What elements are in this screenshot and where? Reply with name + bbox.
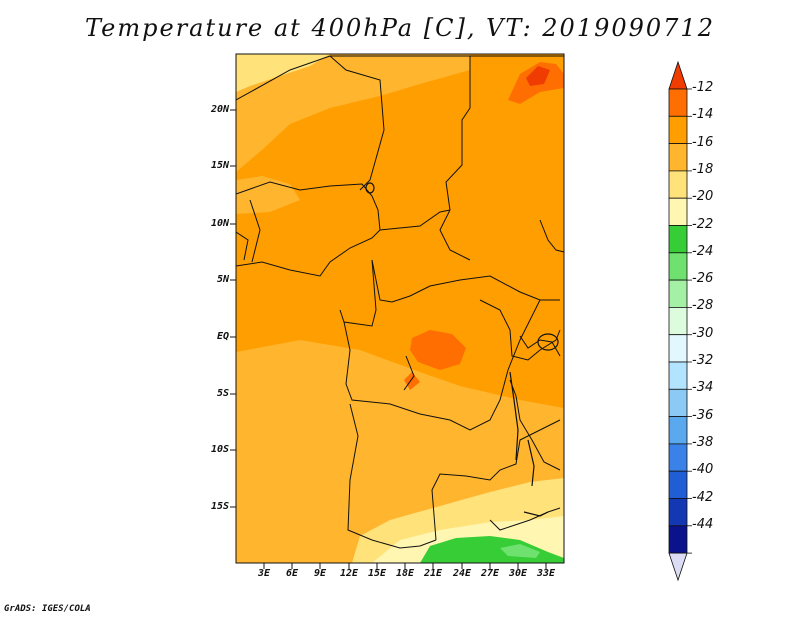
- colorbar-label: -38: [692, 435, 714, 450]
- temperature-field: [236, 54, 564, 563]
- y-tick-label: 10N: [210, 218, 229, 229]
- y-tick-label: 10S: [210, 444, 229, 455]
- colorbar-swatch: [668, 252, 688, 281]
- x-tick-label: 24E: [452, 568, 472, 579]
- x-tick-label: 15E: [367, 568, 387, 579]
- colorbar-swatch: [668, 470, 688, 499]
- colorbar-label: -22: [692, 217, 714, 232]
- lake-victoria: [537, 333, 559, 351]
- y-tick-label: 20N: [210, 104, 229, 115]
- colorbar-label: -26: [692, 271, 714, 286]
- colorbar-label: -44: [692, 517, 714, 532]
- colorbar-swatch: [668, 334, 688, 363]
- colorbar-swatch: [668, 498, 688, 527]
- colorbar-swatch: [668, 443, 688, 472]
- lakes: [365, 182, 559, 517]
- plot-frame: [235, 53, 565, 564]
- colorbar-label: -20: [692, 189, 714, 204]
- colorbar-label: -12: [692, 80, 714, 95]
- lake-chad: [365, 182, 375, 194]
- y-tick-label: 15S: [210, 501, 229, 512]
- colorbar-swatch: [668, 388, 688, 417]
- colorbar-label: -40: [692, 462, 714, 477]
- colorbar-swatch: [668, 306, 688, 336]
- y-tick-label: 5S: [216, 388, 229, 399]
- colorbar-swatch: [668, 170, 688, 199]
- colorbar-label: -32: [692, 353, 714, 368]
- colorbar-swatch: [668, 225, 688, 254]
- colorbar-label: -16: [692, 135, 714, 150]
- colorbar-top-arrow: [668, 60, 688, 90]
- x-tick-label: 21E: [423, 568, 443, 579]
- colorbar-swatch: [668, 197, 688, 226]
- chart-title: Temperature at 400hPa [C], VT: 201909071…: [85, 14, 715, 42]
- x-tick-label: 18E: [395, 568, 415, 579]
- colorbar-swatch: [668, 88, 688, 117]
- x-tick-label: 9E: [313, 568, 327, 579]
- y-tick-label: EQ: [216, 331, 229, 342]
- colorbar-label: -42: [692, 490, 714, 505]
- footer-credit: GrADS: IGES/COLA: [4, 604, 91, 614]
- field-hot-ne: [526, 66, 550, 86]
- colorbar-swatch: [668, 416, 688, 445]
- x-axis-ticks: [263, 563, 547, 569]
- colorbar-label: -34: [692, 380, 714, 395]
- field-north-band: [236, 54, 470, 172]
- field-warm-pocket-congo: [410, 330, 466, 370]
- lake-kariba: [523, 511, 549, 517]
- y-tick-label: 15N: [210, 160, 229, 171]
- colorbar-swatch: [668, 143, 688, 172]
- lake-malawi: [527, 439, 535, 487]
- field-green-light: [500, 544, 540, 558]
- colorbar: [668, 60, 692, 582]
- y-axis-ticks: [230, 109, 236, 508]
- colorbar-label: -24: [692, 244, 714, 259]
- colorbar-label: -18: [692, 162, 714, 177]
- field-warm-pocket-small: [404, 372, 420, 390]
- colorbar-label: -36: [692, 408, 714, 423]
- x-tick-label: 30E: [508, 568, 528, 579]
- x-tick-label: 3E: [257, 568, 271, 579]
- colorbar-swatch: [668, 361, 688, 390]
- x-tick-label: 12E: [339, 568, 359, 579]
- country-borders: [236, 55, 564, 549]
- x-tick-label: 33E: [536, 568, 556, 579]
- colorbar-swatch: [668, 525, 688, 554]
- y-tick-label: 5N: [216, 274, 229, 285]
- colorbar-label: -14: [692, 107, 714, 122]
- colorbar-label: -30: [692, 326, 714, 341]
- x-tick-label: 27E: [480, 568, 500, 579]
- field-north-light: [236, 54, 330, 92]
- colorbar-label: -28: [692, 298, 714, 313]
- colorbar-bottom-arrow: [668, 552, 688, 582]
- colorbar-swatch: [668, 279, 688, 308]
- lake-tanganyika: [509, 371, 519, 461]
- x-tick-label: 6E: [285, 568, 299, 579]
- colorbar-swatch: [668, 115, 688, 145]
